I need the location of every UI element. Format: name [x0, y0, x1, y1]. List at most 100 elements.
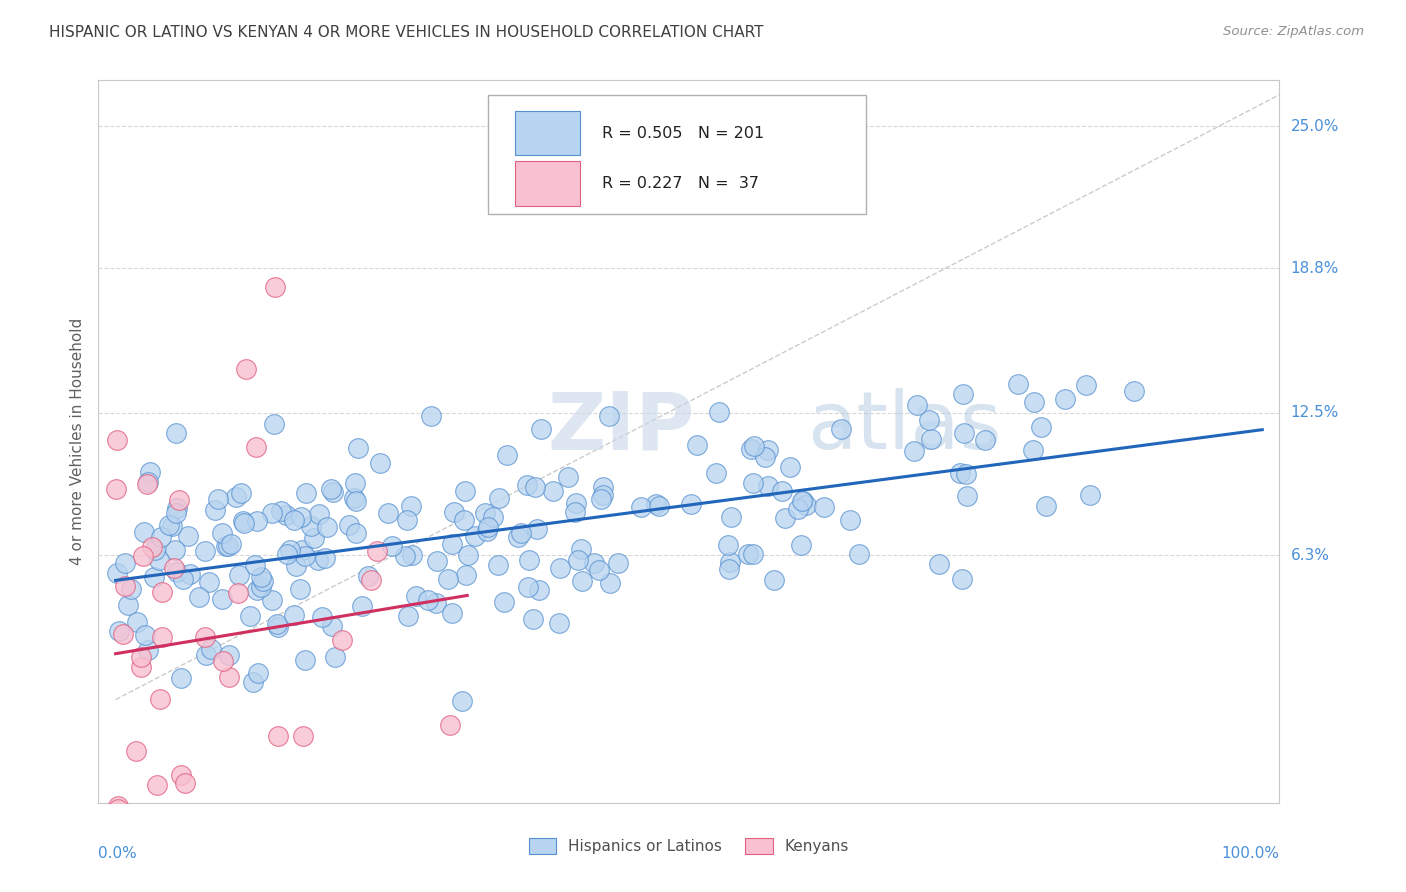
Point	[548, 561, 571, 575]
Point	[707, 405, 730, 419]
Point	[311, 609, 333, 624]
Point	[283, 513, 305, 527]
Point	[973, 433, 995, 447]
Point	[308, 507, 330, 521]
Point	[368, 456, 391, 470]
Point	[225, 490, 247, 504]
Point	[249, 580, 271, 594]
FancyBboxPatch shape	[516, 111, 581, 155]
Point	[194, 630, 217, 644]
Point	[450, 694, 472, 708]
Point	[114, 579, 136, 593]
Point	[523, 480, 546, 494]
Point	[276, 547, 298, 561]
Point	[474, 506, 496, 520]
Point	[381, 540, 404, 554]
Point	[477, 520, 499, 534]
Point	[569, 542, 592, 557]
Point	[952, 426, 974, 441]
Point	[718, 555, 741, 569]
Point	[215, 539, 238, 553]
Point	[218, 670, 240, 684]
Point	[517, 553, 540, 567]
Point	[143, 542, 166, 557]
Point	[686, 438, 709, 452]
Point	[790, 538, 813, 552]
Text: R = 0.505   N = 201: R = 0.505 N = 201	[602, 126, 763, 141]
Point	[219, 537, 242, 551]
Point	[139, 466, 162, 480]
Point	[127, 807, 149, 822]
Point	[717, 538, 740, 552]
Point	[302, 531, 325, 545]
Point	[172, 572, 194, 586]
Point	[107, 802, 129, 816]
Text: ZIP: ZIP	[547, 388, 695, 467]
Point	[163, 543, 186, 558]
Point	[323, 650, 346, 665]
Point	[517, 580, 540, 594]
Point	[176, 529, 198, 543]
Point	[357, 569, 380, 583]
Point	[443, 505, 465, 519]
Point	[598, 409, 620, 423]
Point	[198, 574, 221, 589]
Point	[681, 497, 703, 511]
Point	[453, 514, 475, 528]
Point	[136, 475, 159, 490]
Point	[418, 592, 440, 607]
Point	[648, 499, 671, 513]
Point	[583, 556, 606, 570]
Point	[344, 494, 367, 508]
Point	[127, 615, 149, 629]
Point	[773, 511, 796, 525]
Point	[170, 767, 193, 781]
Text: HISPANIC OR LATINO VS KENYAN 4 OR MORE VEHICLES IN HOUSEHOLD CORRELATION CHART: HISPANIC OR LATINO VS KENYAN 4 OR MORE V…	[49, 25, 763, 40]
Point	[1035, 500, 1057, 514]
Point	[165, 507, 187, 521]
Point	[589, 491, 612, 506]
Point	[111, 627, 134, 641]
Point	[291, 543, 314, 558]
Point	[1053, 392, 1076, 406]
Point	[344, 476, 367, 491]
Point	[150, 530, 173, 544]
Point	[107, 798, 129, 813]
Point	[267, 730, 290, 744]
Point	[1007, 377, 1029, 392]
Point	[401, 549, 423, 563]
Point	[174, 776, 197, 790]
Point	[211, 654, 233, 668]
Point	[644, 497, 666, 511]
Point	[322, 485, 344, 500]
Point	[316, 520, 339, 534]
Text: 25.0%: 25.0%	[1291, 119, 1339, 134]
Point	[264, 279, 287, 293]
Text: R = 0.227   N =  37: R = 0.227 N = 37	[602, 176, 759, 191]
Point	[135, 477, 157, 491]
Point	[291, 729, 314, 743]
Point	[165, 425, 187, 440]
Point	[143, 570, 166, 584]
Point	[114, 556, 136, 570]
Point	[756, 479, 779, 493]
Point	[737, 547, 759, 561]
Point	[274, 508, 297, 523]
Point	[141, 540, 163, 554]
Point	[211, 526, 233, 541]
Point	[441, 537, 464, 551]
Point	[245, 582, 267, 597]
Point	[170, 672, 193, 686]
Point	[565, 496, 588, 510]
Point	[157, 517, 180, 532]
Point	[952, 387, 974, 401]
Point	[217, 539, 239, 553]
Point	[1022, 442, 1045, 457]
Point	[592, 480, 614, 494]
Point	[762, 573, 785, 587]
Point	[149, 692, 172, 706]
Point	[395, 513, 418, 527]
Point	[541, 484, 564, 499]
Point	[522, 611, 544, 625]
Text: Source: ZipAtlas.com: Source: ZipAtlas.com	[1223, 25, 1364, 38]
